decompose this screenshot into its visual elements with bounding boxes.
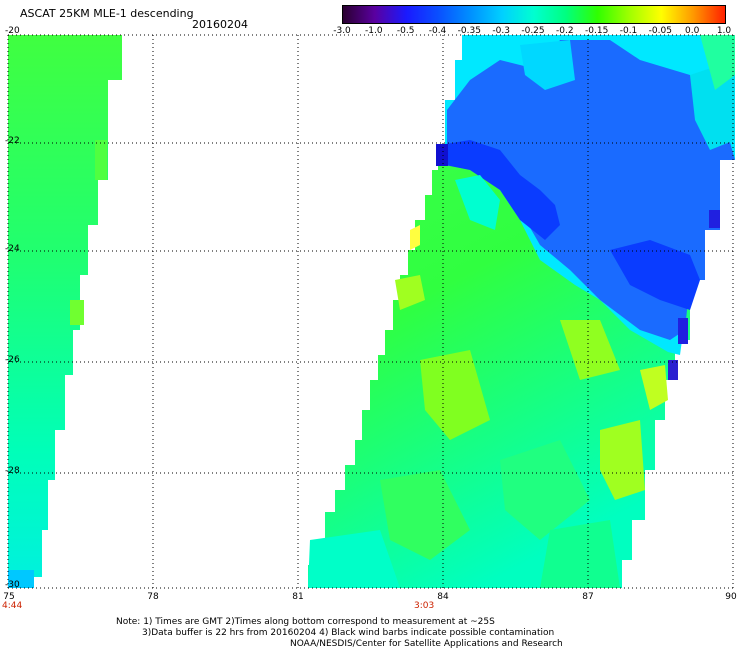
colorbar-tick-label: -0.35 (457, 26, 481, 36)
lat-lon-grid (7, 34, 735, 589)
swath-east-patch (640, 365, 668, 410)
swath-east-patch (395, 275, 425, 310)
lon-label: 78 (147, 592, 159, 602)
note-line-3: NOAA/NESDIS/Center for Satellite Applica… (290, 639, 563, 649)
colorbar-tick-label: -0.4 (428, 26, 447, 36)
swath-west-tile (95, 140, 107, 180)
swath-east-patch (600, 420, 645, 500)
lat-label: -30 (5, 580, 20, 590)
time-label: 4:44 (2, 601, 23, 611)
swath-east-patch (560, 320, 620, 380)
swath-east-tile (709, 210, 720, 228)
lat-label: -20 (5, 26, 20, 36)
colorbar-tick-label: -3.0 (333, 26, 351, 36)
map-title: ASCAT 25KM MLE-1 descending (20, 7, 194, 20)
swath-east-deepblue (440, 140, 560, 240)
lon-label: 87 (582, 592, 594, 602)
swath-east-patch (308, 530, 400, 588)
lon-label: 75 (3, 592, 15, 602)
lat-label: -28 (5, 466, 20, 476)
swath-east-patch (410, 225, 420, 250)
note-line-2: 3)Data buffer is 22 hrs from 20160204 4)… (142, 628, 555, 638)
swath-east-patch (500, 440, 590, 540)
colorbar-tick-label: 0.0 (684, 26, 700, 36)
lat-label: -22 (5, 136, 20, 146)
swath-east-tile (678, 318, 688, 344)
colorbar-tick-label: -0.1 (619, 26, 638, 36)
swath-west-tile (70, 300, 84, 325)
swath-east-deepblue (610, 240, 700, 310)
swath-east-tile (436, 144, 448, 166)
swath-east-tile (668, 360, 678, 380)
colorbar (342, 5, 726, 24)
map-date: 20160204 (192, 18, 248, 31)
colorbar-tick-label: -0.2 (556, 26, 574, 36)
swath-east-patch (700, 35, 735, 90)
colorbar-tick-label: -0.5 (396, 26, 415, 36)
swath-east-patch (520, 40, 575, 90)
time-label: 3:03 (414, 601, 435, 611)
swath-west (8, 35, 122, 588)
swath-east-patch (380, 470, 470, 560)
lat-label: -24 (5, 244, 20, 254)
note-line-1: Note: 1) Times are GMT 2)Times along bot… (116, 617, 495, 627)
lon-label: 81 (292, 592, 304, 602)
lat-label: -26 (5, 355, 20, 365)
lon-label: 84 (437, 592, 449, 602)
colorbar-tick-label: -0.3 (492, 26, 510, 36)
swath-east-patch (420, 350, 490, 440)
colorbar-tick-label: -1.0 (365, 26, 383, 36)
lon-label: 90 (725, 592, 737, 602)
colorbar-tick-label: -0.15 (585, 26, 609, 36)
swath-west-tile (8, 570, 34, 588)
colorbar-tick-label: -0.25 (521, 26, 545, 36)
colorbar-tick-label: 1.0 (716, 26, 732, 36)
colorbar-tick-label: -0.05 (648, 26, 672, 36)
swath-east-patch (455, 175, 500, 230)
swath-east-patch (540, 520, 620, 588)
